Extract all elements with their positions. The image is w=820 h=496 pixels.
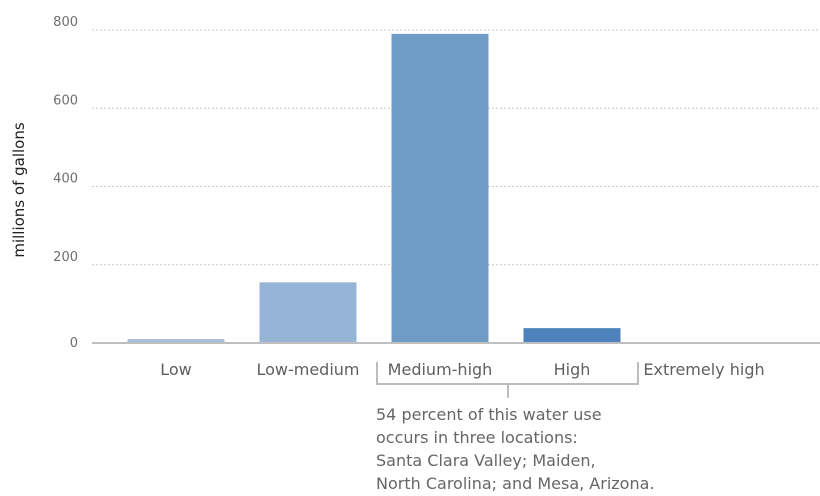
annotation-line: 54 percent of this water use xyxy=(376,405,602,424)
x-category-label: High xyxy=(554,360,591,379)
y-tick-label: 200 xyxy=(53,250,78,265)
bar xyxy=(524,328,621,343)
annotation-line: occurs in three locations: xyxy=(376,428,578,447)
bar xyxy=(392,34,489,343)
annotation-line: Santa Clara Valley; Maiden, xyxy=(376,451,596,470)
annotation-line: North Carolina; and Mesa, Arizona. xyxy=(376,474,654,493)
y-tick-label: 400 xyxy=(53,172,78,187)
y-tick-label: 800 xyxy=(53,15,78,30)
y-tick-label: 600 xyxy=(53,93,78,108)
bar xyxy=(260,282,357,343)
x-category-label: Medium-high xyxy=(388,360,493,379)
x-category-label: Low-medium xyxy=(256,360,359,379)
x-axis-categories: Low Low-medium Medium-high High Extremely hi… xyxy=(160,360,764,379)
x-category-label: Extremely high xyxy=(643,360,764,379)
x-category-label: Low xyxy=(160,360,192,379)
annotation-text: 54 percent of this water use occurs in t… xyxy=(376,405,654,493)
y-axis-ticks: 0 200 400 600 800 xyxy=(53,15,78,351)
y-axis-label: millions of gallons xyxy=(10,122,28,258)
bars xyxy=(128,34,621,343)
y-tick-label: 0 xyxy=(70,336,78,351)
